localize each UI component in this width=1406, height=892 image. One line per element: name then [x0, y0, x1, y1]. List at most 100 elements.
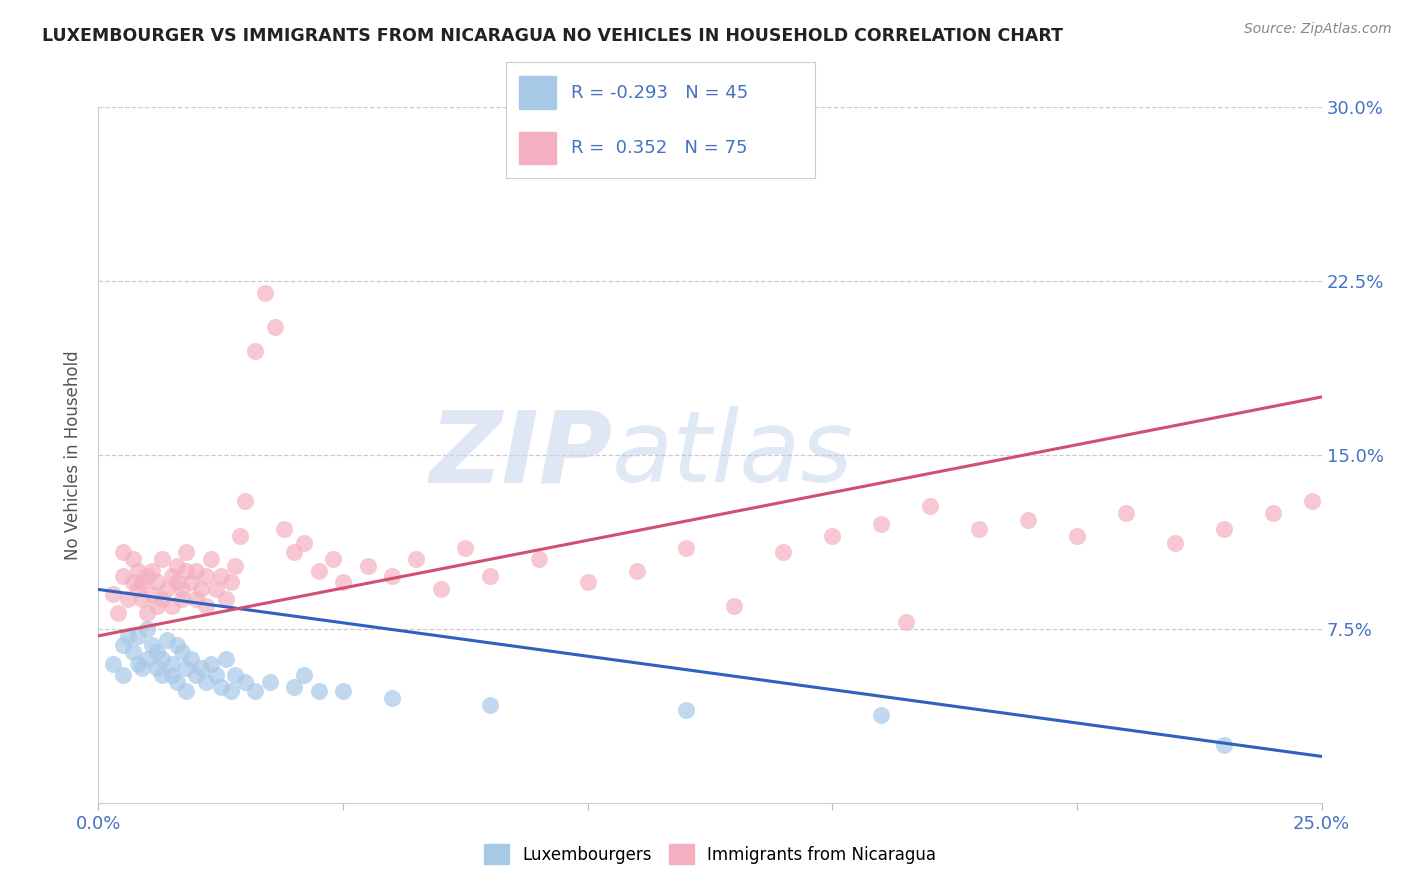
Point	[150, 552, 173, 566]
Point	[166, 575, 188, 590]
Point	[1017, 513, 1039, 527]
Point	[1301, 494, 1323, 508]
Point	[478, 568, 501, 582]
Point	[160, 568, 183, 582]
Point	[101, 587, 124, 601]
Point	[478, 698, 501, 713]
Bar	[519, 132, 555, 164]
Point	[160, 668, 183, 682]
Point	[332, 684, 354, 698]
Point	[626, 564, 648, 578]
Point	[263, 320, 285, 334]
Point	[136, 568, 159, 582]
Point	[233, 675, 256, 690]
Point	[214, 652, 236, 666]
Point	[1212, 738, 1234, 752]
Point	[283, 680, 305, 694]
Point	[176, 564, 198, 578]
Point	[308, 564, 330, 578]
Point	[675, 541, 697, 555]
Point	[136, 622, 159, 636]
Point	[195, 675, 218, 690]
Point	[150, 668, 173, 682]
Point	[332, 575, 354, 590]
Point	[180, 652, 202, 666]
Point	[121, 575, 143, 590]
Point	[136, 652, 159, 666]
Point	[170, 645, 193, 659]
Point	[200, 657, 222, 671]
Point	[146, 599, 169, 613]
Point	[308, 684, 330, 698]
Point	[121, 645, 143, 659]
Point	[1164, 536, 1187, 550]
Point	[243, 343, 266, 358]
Point	[381, 568, 404, 582]
Point	[224, 559, 246, 574]
Point	[1212, 522, 1234, 536]
Text: LUXEMBOURGER VS IMMIGRANTS FROM NICARAGUA NO VEHICLES IN HOUSEHOLD CORRELATION C: LUXEMBOURGER VS IMMIGRANTS FROM NICARAGU…	[42, 27, 1063, 45]
Point	[127, 564, 149, 578]
Point	[1261, 506, 1284, 520]
Point	[156, 582, 179, 597]
Point	[166, 675, 188, 690]
Point	[405, 552, 427, 566]
Point	[1115, 506, 1137, 520]
Point	[176, 545, 198, 559]
Point	[894, 615, 917, 629]
Point	[160, 657, 183, 671]
Point	[111, 638, 134, 652]
Point	[381, 691, 404, 706]
Point	[200, 552, 222, 566]
Legend: Luxembourgers, Immigrants from Nicaragua: Luxembourgers, Immigrants from Nicaragua	[478, 838, 942, 871]
Point	[454, 541, 477, 555]
Point	[205, 668, 228, 682]
Point	[229, 529, 252, 543]
Text: R =  0.352   N = 75: R = 0.352 N = 75	[571, 139, 748, 157]
Point	[273, 522, 295, 536]
Point	[160, 599, 183, 613]
Point	[121, 552, 143, 566]
Point	[292, 536, 315, 550]
Point	[150, 591, 173, 606]
Point	[233, 494, 256, 508]
Point	[224, 668, 246, 682]
Point	[430, 582, 453, 597]
Point	[166, 559, 188, 574]
Point	[870, 707, 893, 722]
Point	[170, 591, 193, 606]
Point	[131, 575, 153, 590]
Point	[117, 629, 139, 643]
Point	[176, 684, 198, 698]
Point	[131, 661, 153, 675]
Y-axis label: No Vehicles in Household: No Vehicles in Household	[65, 350, 83, 560]
Text: Source: ZipAtlas.com: Source: ZipAtlas.com	[1244, 22, 1392, 37]
Point	[1066, 529, 1088, 543]
Point	[111, 668, 134, 682]
Point	[111, 568, 134, 582]
Point	[675, 703, 697, 717]
Point	[166, 638, 188, 652]
Point	[127, 629, 149, 643]
Point	[205, 582, 228, 597]
Point	[131, 591, 153, 606]
Text: R = -0.293   N = 45: R = -0.293 N = 45	[571, 84, 748, 102]
Text: ZIP: ZIP	[429, 407, 612, 503]
Point	[190, 582, 212, 597]
Point	[136, 606, 159, 620]
Point	[150, 652, 173, 666]
Point	[259, 675, 281, 690]
Point	[146, 575, 169, 590]
Point	[111, 545, 134, 559]
Point	[214, 591, 236, 606]
Point	[821, 529, 844, 543]
Point	[186, 591, 208, 606]
Point	[723, 599, 745, 613]
Text: atlas: atlas	[612, 407, 853, 503]
Point	[141, 638, 163, 652]
Point	[870, 517, 893, 532]
Point	[127, 657, 149, 671]
Bar	[519, 77, 555, 109]
Point	[772, 545, 794, 559]
Point	[190, 661, 212, 675]
